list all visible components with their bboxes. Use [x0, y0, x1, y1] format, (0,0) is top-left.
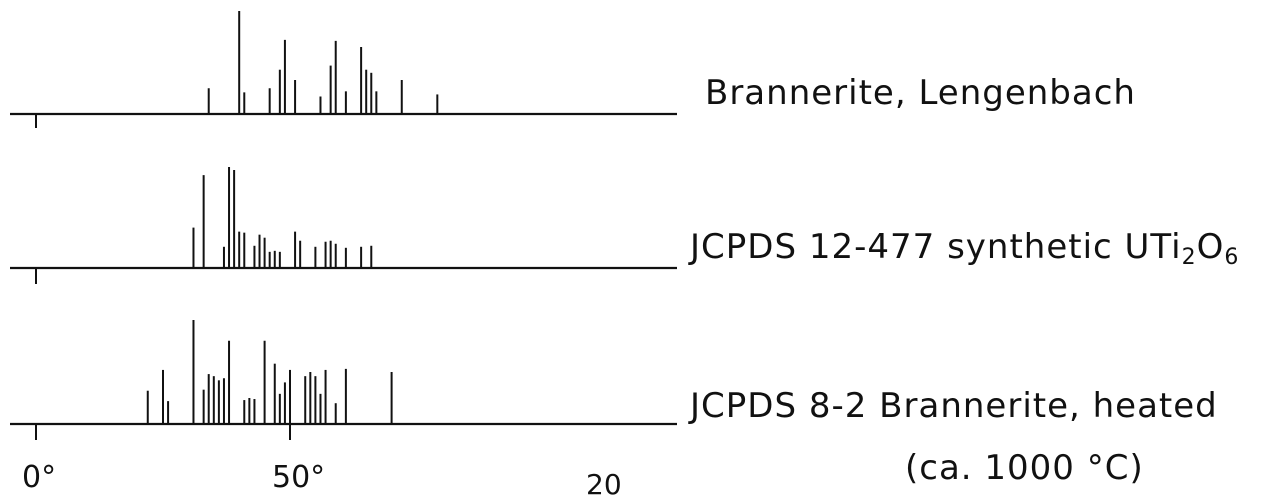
tick-label-50: 50°	[272, 460, 325, 495]
axis-extra-label: 20	[586, 468, 622, 497]
series-label-jcpds-8-2: JCPDS 8-2 Brannerite, heated	[690, 386, 1218, 426]
label-text: O	[1196, 227, 1225, 267]
label-sub: 6	[1224, 245, 1240, 270]
series-label-lengenbach: Brannerite, Lengenbach	[705, 73, 1136, 113]
series-label-jcpds-12-477: JCPDS 12-477 synthetic UTi2O6	[690, 227, 1240, 270]
pattern-lengenbach	[207, 11, 439, 114]
label-text: JCPDS 12-477 synthetic UTi	[690, 227, 1182, 267]
pattern-jcpds-12-477	[192, 167, 373, 268]
series-label-heated-temp: (ca. 1000 °C)	[905, 448, 1144, 488]
tick-label-0: 0°	[22, 460, 56, 495]
label-sub: 2	[1181, 245, 1197, 270]
pattern-jcpds-8-2	[146, 320, 393, 424]
